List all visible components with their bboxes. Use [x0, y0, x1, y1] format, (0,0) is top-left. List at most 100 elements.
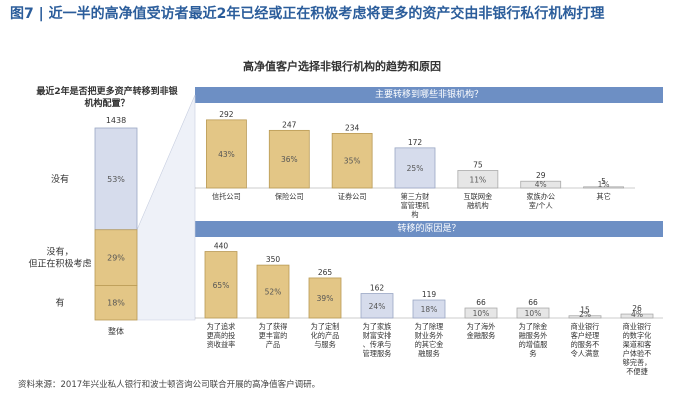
panel1-category-6: 其它 — [596, 192, 610, 201]
panel2-pct-3: 24% — [369, 302, 386, 311]
panel2-category-7: 的服务不 — [571, 340, 600, 349]
panel2-category-6: 的增值服 — [519, 340, 548, 349]
panel2-bar-0 — [204, 251, 238, 319]
panel1-bar-2 — [331, 132, 373, 189]
panel2-value-2: 265 — [318, 268, 333, 277]
stacked-segment-pct-1: 29% — [107, 254, 125, 263]
band-header-institutions: 主要转移到哪些非银机构？ — [195, 87, 663, 103]
panel1-value-0: 292 — [219, 110, 234, 119]
panel2-value-6: 66 — [528, 298, 538, 307]
panel2-category-8: 商业银行 — [623, 322, 652, 331]
panel2-category-1: 为了获得 — [259, 322, 288, 331]
panel2-category-7: 商业银行 — [571, 322, 600, 331]
panel1-bar-6 — [583, 186, 624, 189]
stacked-segment-label-0: 没有 — [51, 173, 69, 185]
panel2-pct-0: 65% — [213, 281, 230, 290]
panel2-pct-4: 18% — [421, 305, 438, 314]
panel1-value-3: 172 — [408, 138, 423, 147]
panel2-pct-5: 10% — [473, 309, 490, 318]
panel2-value-8: 26 — [632, 304, 642, 313]
stacked-segment-label-2: 有 — [55, 297, 64, 309]
panel1-bar-5 — [520, 180, 562, 189]
panel1-category-2: 证券公司 — [338, 192, 367, 201]
panel1-category-1: 保险公司 — [275, 192, 304, 201]
panel1-category-5: 家族办公 — [526, 192, 555, 201]
panel1-value-2: 234 — [345, 123, 360, 132]
panel2-category-8: 不便捷 — [626, 367, 648, 376]
connector-fan — [136, 94, 196, 321]
panel1-category-3: 构 — [411, 210, 418, 219]
panel2-value-3: 162 — [370, 284, 385, 293]
panel2-category-3: 、传承与 — [363, 340, 392, 349]
panel1-value-1: 247 — [282, 120, 297, 129]
stacked-segment-2 — [94, 285, 138, 321]
stacked-segment-pct-2: 18% — [107, 299, 125, 308]
figure-title: 图7 | 近一半的高净值受访者最近2年已经或正在积极考虑将更多的资产交由非银行私… — [10, 6, 605, 22]
panel2-bar-5 — [464, 307, 498, 319]
panel2-category-4: 融服务 — [418, 349, 440, 358]
panel2-category-2: 化的产品 — [311, 331, 340, 340]
panel1-value-5: 29 — [536, 171, 546, 180]
panel2-bar-3 — [360, 293, 394, 319]
panel1-category-3: 第三方财 — [401, 192, 430, 201]
panel1-value-4: 75 — [473, 161, 483, 170]
panel2-category-0: 为了追求 — [207, 322, 236, 331]
panel2-category-7: 客户经理 — [571, 331, 600, 340]
panel2-category-8: 渠道和客 — [623, 340, 652, 349]
figure-subtitle: 高净值客户选择非银行机构的趋势和原因 — [243, 60, 441, 73]
panel2-category-5: 为了海外 — [467, 322, 496, 331]
panel2-category-7: 令人满意 — [571, 349, 600, 358]
panel1-bar-0 — [206, 119, 247, 189]
panel2-category-3: 财富安排 — [363, 331, 392, 340]
panel2-category-0: 资收益率 — [207, 340, 236, 349]
panel2-pct-7: 2% — [579, 310, 591, 319]
stacked-segment-label-1: 但正在积极考虑 — [28, 258, 91, 270]
panel2-category-1: 更丰富的 — [259, 331, 288, 340]
panel1-bar-1 — [268, 129, 310, 189]
panel2-category-2: 为了定制 — [311, 322, 340, 331]
panel1-category-4: 互联网金 — [463, 192, 492, 201]
panel2-value-1: 350 — [266, 255, 281, 264]
stacked-category-label: 整体 — [108, 326, 124, 336]
panel1-category-4: 融机构 — [467, 201, 489, 210]
stacked-segment-1 — [94, 229, 138, 286]
panel2-category-3: 为了家族 — [363, 322, 392, 331]
panel1-pct-6: 1% — [598, 180, 610, 189]
panel2-category-6: 务 — [529, 349, 536, 358]
panel1-pct-1: 36% — [281, 155, 298, 164]
panel2-category-6: 为了除金 — [519, 322, 548, 331]
panel2-bar-1 — [256, 264, 290, 319]
panel2-category-0: 更高的投 — [207, 331, 236, 340]
panel2-pct-2: 39% — [317, 294, 334, 303]
panel1-pct-2: 35% — [344, 157, 361, 166]
stacked-segment-label-1: 没有， — [46, 246, 73, 258]
panel1-pct-5: 4% — [535, 180, 547, 189]
panel2-category-1: 产品 — [266, 340, 280, 349]
panel1-pct-0: 43% — [218, 150, 235, 159]
panel2-category-6: 融服务外 — [519, 331, 548, 340]
panel2-pct-8: 4% — [631, 310, 643, 319]
panel1-bar-4 — [457, 170, 499, 189]
panel2-bar-4 — [412, 299, 446, 319]
source-note: 资料来源：2017年兴业私人银行和波士顿咨询公司联合开展的高净值客户调研。 — [18, 380, 321, 390]
panel2-value-4: 119 — [422, 290, 437, 299]
panel2-bar-2 — [308, 277, 342, 319]
panel2-category-5: 金融服务 — [467, 331, 496, 340]
left-question: 最近2年是否把更多资产转移到非银机构配置？ — [36, 87, 178, 109]
panel2-category-8: 够完善， — [623, 358, 652, 367]
panel2-value-7: 15 — [580, 306, 590, 315]
panel1-pct-4: 11% — [470, 175, 487, 184]
stacked-segment-pct-0: 53% — [107, 175, 125, 184]
panel1-bar-3 — [394, 147, 436, 189]
panel2-value-0: 440 — [214, 242, 229, 251]
band-header-reasons: 转移的原因是？ — [195, 221, 663, 237]
panel1-category-5: 室/个人 — [529, 201, 553, 210]
panel2-value-5: 66 — [476, 298, 486, 307]
panel2-category-4: 为了除理 — [415, 322, 444, 331]
panel2-pct-6: 10% — [525, 309, 542, 318]
panel1-category-3: 富管理机 — [401, 201, 431, 210]
panel2-bar-6 — [516, 307, 550, 319]
panel2-category-4: 的其它金 — [415, 340, 444, 349]
panel1-value-6: 5 — [601, 177, 606, 186]
